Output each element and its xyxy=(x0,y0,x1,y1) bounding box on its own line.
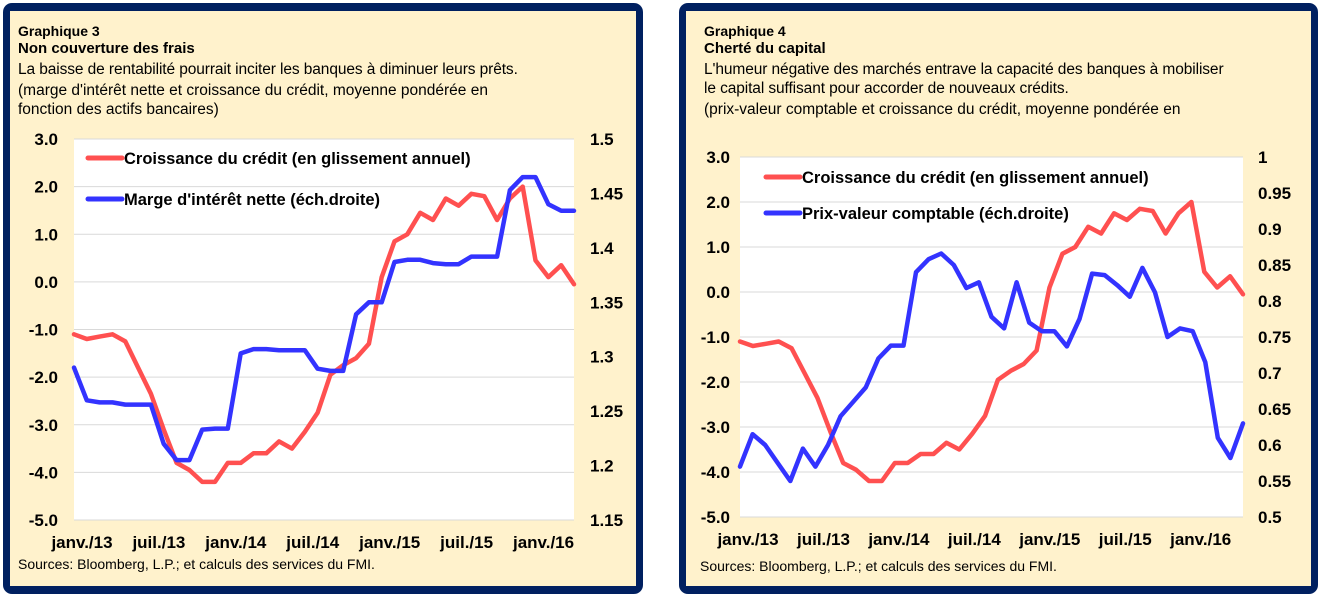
right-axis-tick-label: 0.7 xyxy=(1258,364,1282,383)
x-axis-tick-label: juil./15 xyxy=(1098,530,1152,549)
panel-header: Graphique 4 Cherté du capital L'humeur n… xyxy=(704,22,1307,120)
panel-header: Graphique 3 Non couverture des frais La … xyxy=(18,22,632,119)
line-chart-1: 3.0 2.0 1.0 0.0 -1.0 -2.0 -3.0 -4.0 -5.0 1.5 1.45 1… xyxy=(29,130,623,552)
x-axis-tick-label: janv./13 xyxy=(50,533,112,552)
right-axis-tick-label: 1.5 xyxy=(590,130,614,149)
right-axis-tick-label: 0.95 xyxy=(1258,184,1291,203)
left-axis-tick-label: 1.0 xyxy=(34,225,58,244)
x-axis-tick-label: janv./16 xyxy=(512,533,574,552)
legend-label: Marge d'intérêt nette (éch.droite) xyxy=(124,191,380,209)
x-axis-tick-label: juil./14 xyxy=(285,533,339,552)
left-axis-tick-label: -2.0 xyxy=(29,368,58,387)
chart-panel-graphique-3: Graphique 3 Non couverture des frais La … xyxy=(0,0,646,597)
right-axis-tick-label: 0.85 xyxy=(1258,256,1291,275)
left-axis-tick-label: 0.0 xyxy=(34,273,58,292)
right-axis-tick-label: 1.4 xyxy=(590,239,614,258)
left-axis-tick-label: -1.0 xyxy=(701,328,730,347)
line-chart-2: 3.0 2.0 1.0 0.0 -1.0 -2.0 -3.0 -4.0 -5.0 1 0.95 0.9… xyxy=(701,148,1291,549)
x-axis-tick-label: juil./13 xyxy=(131,533,185,552)
figure-number: Graphique 3 xyxy=(18,23,100,39)
x-axis-tick-label: juil./15 xyxy=(439,533,493,552)
figure-title: Non couverture des frais xyxy=(18,40,195,57)
series-line-right-axis xyxy=(737,251,1246,484)
right-axis-tick-label: 1.2 xyxy=(590,457,614,476)
right-axis-tick-label: 0.65 xyxy=(1258,400,1291,419)
right-axis-tick-label: 0.9 xyxy=(1258,220,1282,239)
x-axis-tick-label: janv./16 xyxy=(1169,530,1231,549)
x-axis-tick-label: juil./13 xyxy=(796,530,850,549)
legend-label: Prix-valeur comptable (éch.droite) xyxy=(802,205,1069,223)
left-axis-tick-label: 3.0 xyxy=(34,130,58,149)
x-axis-tick-label: janv./15 xyxy=(358,533,420,552)
figure-units-line-2: fonction des actifs bancaires) xyxy=(18,100,219,118)
left-axis-tick-label: -3.0 xyxy=(29,416,58,435)
sources-note: Sources: Bloomberg, L.P.; et calculs des… xyxy=(18,556,375,572)
right-axis-tick-label: 0.8 xyxy=(1258,292,1282,311)
x-axis-tick-label: janv./14 xyxy=(867,530,930,549)
x-axis-tick-label: janv./14 xyxy=(204,533,267,552)
figure-subtitle-line-1: L'humeur négative des marchés entrave la… xyxy=(704,61,1224,78)
figure-units-line-1: (marge d'intérêt nette et croissance du … xyxy=(18,82,488,99)
left-axis-tick-label: 0.0 xyxy=(706,283,730,302)
left-axis-tick-label: -1.0 xyxy=(29,321,58,340)
legend-label: Croissance du crédit (en glissement annu… xyxy=(124,150,471,168)
sources-note: Sources: Bloomberg, L.P.; et calculs des… xyxy=(700,558,1057,574)
chart-panel-graphique-4: Graphique 4 Cherté du capital L'humeur n… xyxy=(676,0,1321,597)
figure-title: Cherté du capital xyxy=(704,40,826,57)
left-axis-tick-label: -5.0 xyxy=(701,508,730,527)
right-axis-tick-label: 0.55 xyxy=(1258,472,1291,491)
right-axis-tick-label: 0.6 xyxy=(1258,436,1282,455)
x-axis-tick-label: janv./13 xyxy=(716,530,778,549)
left-axis-tick-label: 2.0 xyxy=(34,178,58,197)
left-axis-tick-label: 1.0 xyxy=(706,238,730,257)
left-axis-tick-label: -5.0 xyxy=(29,511,58,530)
right-axis-tick-label: 0.75 xyxy=(1258,328,1291,347)
series-line-credit-growth xyxy=(71,184,577,485)
figure-units-line-1: (prix-valeur comptable et croissance du … xyxy=(704,101,1181,118)
left-axis-tick-label: 2.0 xyxy=(706,193,730,212)
legend-label: Croissance du crédit (en glissement annu… xyxy=(802,169,1149,187)
left-axis-tick-label: -4.0 xyxy=(29,463,58,482)
right-axis-tick-label: 1.15 xyxy=(590,511,623,530)
left-axis-tick-label: 3.0 xyxy=(706,148,730,167)
left-axis-tick-label: -4.0 xyxy=(701,463,730,482)
right-axis-tick-label: 0.5 xyxy=(1258,508,1282,527)
figure-subtitle: La baisse de rentabilité pourrait incite… xyxy=(18,61,518,78)
right-axis-tick-label: 1 xyxy=(1258,148,1267,167)
right-axis-tick-label: 1.45 xyxy=(590,184,623,203)
right-axis-tick-label: 1.35 xyxy=(590,293,623,312)
figure-number: Graphique 4 xyxy=(704,23,786,39)
x-axis-tick-label: juil./14 xyxy=(947,530,1001,549)
series-line-credit-growth xyxy=(737,199,1246,484)
right-axis-tick-label: 1.3 xyxy=(590,348,614,367)
left-axis-tick-label: -3.0 xyxy=(701,418,730,437)
left-axis-tick-label: -2.0 xyxy=(701,373,730,392)
x-axis-tick-label: janv./15 xyxy=(1018,530,1080,549)
series-line-right-axis xyxy=(71,174,577,463)
right-axis-tick-label: 1.25 xyxy=(590,402,623,421)
figure-subtitle-line-2: le capital suffisant pour accorder de no… xyxy=(704,80,1069,97)
